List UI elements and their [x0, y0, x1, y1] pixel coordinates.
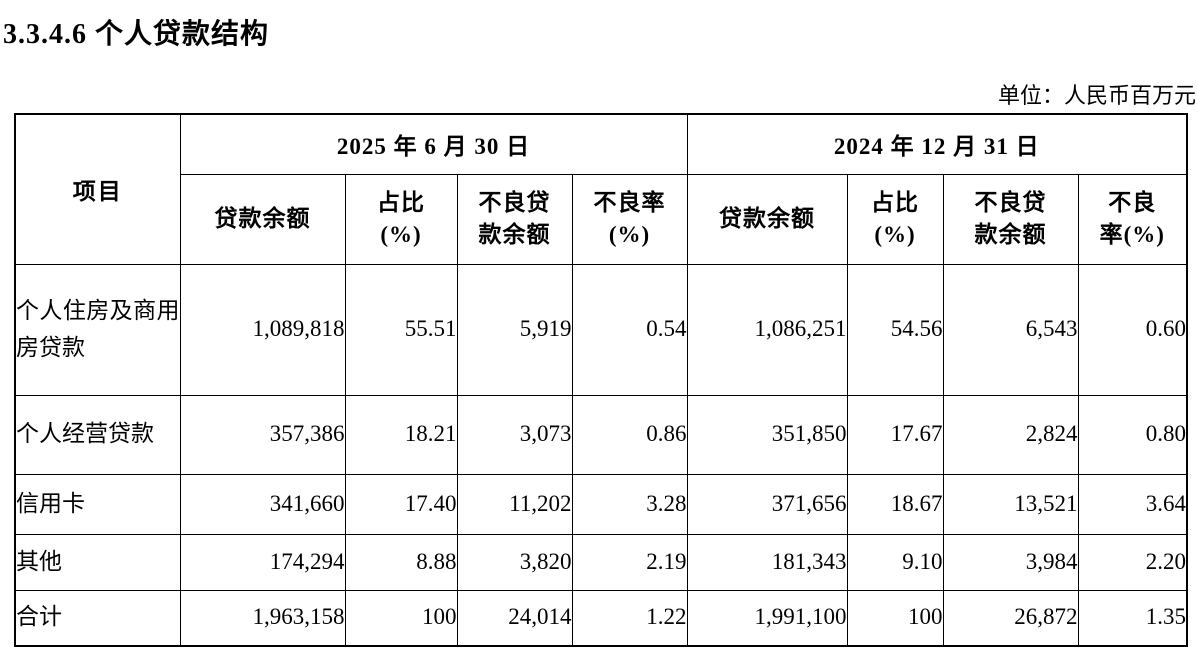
- section-title: 3.3.4.6 个人贷款结构: [3, 19, 270, 50]
- personal-loan-structure-table: 项目 2025 年 6 月 30 日 2024 年 12 月 31 日 贷款余额…: [14, 113, 1188, 647]
- value-cell: 24,014: [456, 589, 573, 647]
- table-row-housing-loans: 个人住房及商用房贷款 1,089,818 55.51 5,919 0.54 1,…: [14, 263, 1188, 396]
- value-cell: 1,963,158: [179, 589, 346, 647]
- value-cell: 1.35: [1077, 589, 1188, 647]
- row-label: 合计: [14, 589, 181, 647]
- value-cell: 0.54: [571, 263, 688, 396]
- value-cell: 26,872: [942, 589, 1079, 647]
- value-cell: 1.22: [571, 589, 688, 647]
- value-cell: 11,202: [456, 473, 573, 535]
- table-row-credit-card: 信用卡 341,660 17.40 11,202 3.28 371,656 18…: [14, 473, 1188, 535]
- period-header-row: 项目 2025 年 6 月 30 日 2024 年 12 月 31 日: [14, 113, 1188, 265]
- value-cell: 181,343: [686, 533, 848, 591]
- value-cell: 3,073: [456, 394, 573, 475]
- row-label: 个人经营贷款: [14, 394, 181, 475]
- value-cell: 9.10: [846, 533, 944, 591]
- value-cell: 357,386: [179, 394, 346, 475]
- value-cell: 1,086,251: [686, 263, 848, 396]
- row-label: 信用卡: [14, 473, 181, 535]
- value-cell: 1,991,100: [686, 589, 848, 647]
- value-cell: 100: [846, 589, 944, 647]
- value-cell: 341,660: [179, 473, 346, 535]
- value-cell: 0.86: [571, 394, 688, 475]
- table-row-total: 合计 1,963,158 100 24,014 1.22 1,991,100 1…: [14, 589, 1188, 647]
- corner-header-cell: 项目: [14, 113, 181, 265]
- sub-header-2025-loan-balance: 贷款余额: [179, 173, 346, 265]
- value-cell: 17.67: [846, 394, 944, 475]
- sub-header-2025-proportion: 占比 (%): [344, 173, 458, 265]
- value-cell: 3,984: [942, 533, 1079, 591]
- period-header-2025: 2025 年 6 月 30 日: [179, 113, 688, 175]
- sub-header-2024-npl-balance: 不良贷 款余额: [942, 173, 1079, 265]
- value-cell: 100: [344, 589, 458, 647]
- value-cell: 3.64: [1077, 473, 1188, 535]
- sub-header-row: 贷款余额 占比 (%) 不良贷 款余额 不良率 (%) 贷款余额 占比 (%) …: [15, 173, 1188, 265]
- value-cell: 18.67: [846, 473, 944, 535]
- value-cell: 18.21: [344, 394, 458, 475]
- value-cell: 17.40: [344, 473, 458, 535]
- value-cell: 0.80: [1077, 394, 1188, 475]
- unit-note: 单位：人民币百万元: [997, 83, 1196, 108]
- value-cell: 6,543: [942, 263, 1079, 396]
- sub-header-2025-npl-balance: 不良贷 款余额: [456, 173, 573, 265]
- value-cell: 8.88: [344, 533, 458, 591]
- period-header-2024: 2024 年 12 月 31 日: [686, 113, 1188, 175]
- value-cell: 55.51: [344, 263, 458, 396]
- sub-header-2025-npl-ratio: 不良率 (%): [571, 173, 688, 265]
- sub-header-2024-npl-ratio: 不良 率(%): [1077, 173, 1188, 265]
- sub-header-2024-proportion: 占比 (%): [846, 173, 944, 265]
- value-cell: 5,919: [456, 263, 573, 396]
- value-cell: 2.20: [1077, 533, 1188, 591]
- value-cell: 174,294: [179, 533, 346, 591]
- value-cell: 3,820: [456, 533, 573, 591]
- value-cell: 371,656: [686, 473, 848, 535]
- value-cell: 351,850: [686, 394, 848, 475]
- row-label: 个人住房及商用房贷款: [14, 263, 181, 396]
- row-label: 其他: [14, 533, 181, 591]
- value-cell: 3.28: [571, 473, 688, 535]
- value-cell: 1,089,818: [179, 263, 346, 396]
- value-cell: 2.19: [571, 533, 688, 591]
- value-cell: 13,521: [942, 473, 1079, 535]
- table-row-business-loans: 个人经营贷款 357,386 18.21 3,073 0.86 351,850 …: [14, 394, 1188, 475]
- value-cell: 0.60: [1077, 263, 1188, 396]
- sub-header-2024-loan-balance: 贷款余额: [686, 173, 848, 265]
- value-cell: 54.56: [846, 263, 944, 396]
- table-row-others: 其他 174,294 8.88 3,820 2.19 181,343 9.10 …: [14, 533, 1188, 591]
- value-cell: 2,824: [942, 394, 1079, 475]
